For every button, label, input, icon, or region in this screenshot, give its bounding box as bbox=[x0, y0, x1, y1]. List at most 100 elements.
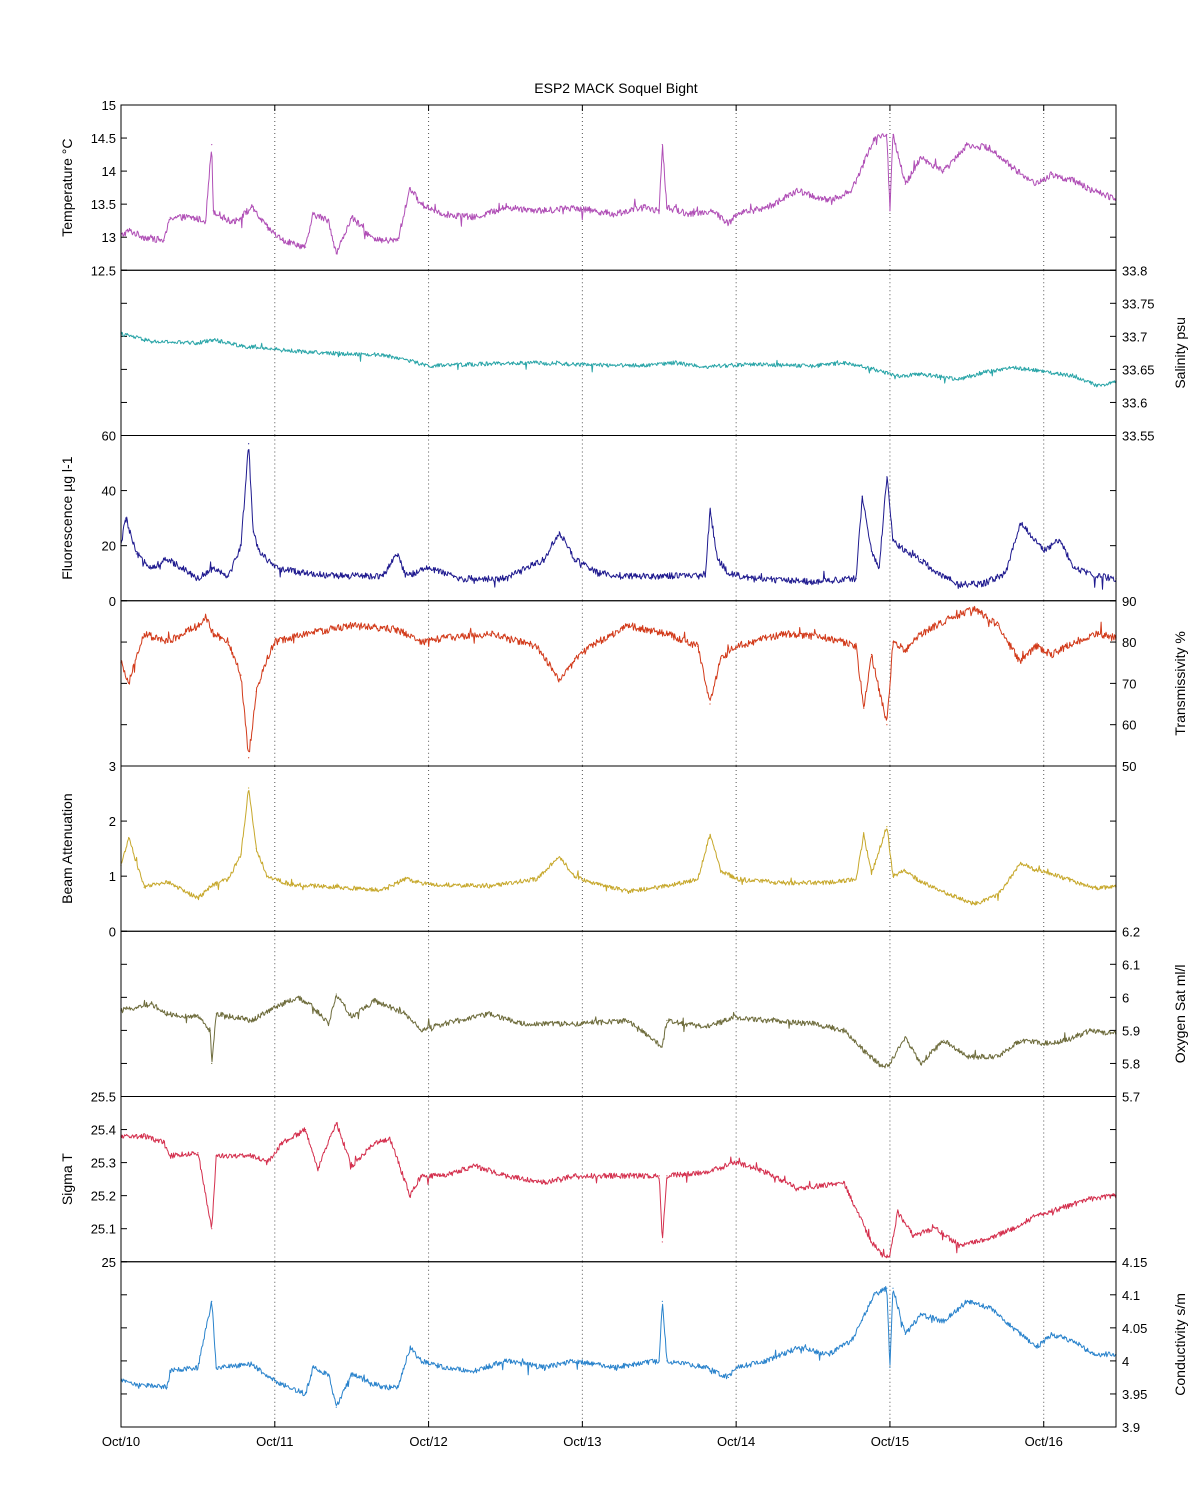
data-point bbox=[409, 1195, 411, 1197]
y-tick-label: 4.15 bbox=[1122, 1255, 1147, 1270]
data-point bbox=[612, 213, 614, 215]
data-point bbox=[381, 575, 384, 577]
data-point bbox=[1043, 550, 1045, 552]
data-point bbox=[674, 362, 676, 364]
data-point bbox=[861, 495, 863, 497]
data-point bbox=[351, 1165, 353, 1167]
data-point bbox=[966, 144, 968, 146]
data-point bbox=[151, 341, 153, 343]
data-point bbox=[312, 213, 314, 215]
panel-frame bbox=[120, 930, 1117, 1097]
data-point bbox=[289, 883, 291, 886]
data-point bbox=[996, 894, 999, 897]
y-tick-label: 14 bbox=[102, 164, 116, 179]
data-point bbox=[870, 1241, 873, 1243]
data-point bbox=[1089, 1029, 1091, 1031]
data-point bbox=[712, 210, 714, 212]
data-point bbox=[312, 1366, 314, 1369]
data-point bbox=[558, 856, 560, 858]
data-point bbox=[658, 1360, 660, 1362]
data-point bbox=[1089, 1198, 1091, 1200]
data-point bbox=[266, 657, 268, 660]
data-point bbox=[935, 572, 937, 574]
data-point bbox=[404, 1013, 407, 1015]
x-tick-label: Oct/13 bbox=[563, 1434, 601, 1449]
data-point bbox=[574, 1360, 576, 1362]
y-tick-label: 20 bbox=[102, 539, 116, 554]
data-point bbox=[274, 641, 276, 643]
data-point bbox=[266, 875, 268, 877]
data-point bbox=[151, 567, 153, 569]
data-point bbox=[304, 633, 307, 635]
data-point bbox=[904, 649, 906, 651]
data-point bbox=[735, 1162, 737, 1164]
y-tick-label: 6.2 bbox=[1122, 924, 1140, 939]
data-point bbox=[897, 1211, 899, 1213]
data-point bbox=[163, 239, 165, 242]
data-point bbox=[489, 885, 491, 887]
data-point bbox=[717, 558, 719, 561]
data-point bbox=[658, 1175, 660, 1177]
data-point bbox=[766, 1171, 768, 1174]
data-point bbox=[1020, 523, 1022, 525]
data-point bbox=[489, 633, 491, 635]
data-point bbox=[766, 1360, 768, 1362]
data-point bbox=[1050, 872, 1053, 875]
data-point bbox=[427, 883, 430, 886]
data-point bbox=[850, 190, 853, 192]
data-point bbox=[886, 476, 888, 478]
data-point bbox=[397, 1386, 399, 1388]
data-point bbox=[597, 641, 599, 643]
data-point bbox=[304, 1128, 307, 1131]
data-point bbox=[597, 572, 599, 574]
series-oxygen bbox=[120, 994, 1117, 1069]
data-point bbox=[169, 1370, 171, 1372]
series-salinity bbox=[120, 331, 1117, 388]
data-point bbox=[281, 1142, 284, 1144]
data-point bbox=[204, 220, 207, 222]
data-point bbox=[274, 567, 276, 569]
y-tick-label: 3.9 bbox=[1122, 1420, 1140, 1435]
y-tick-label: 5.9 bbox=[1122, 1023, 1140, 1038]
y-tick-label: 60 bbox=[1122, 718, 1136, 733]
data-point bbox=[643, 206, 645, 209]
data-point bbox=[935, 1228, 937, 1230]
data-point bbox=[197, 342, 199, 344]
data-point bbox=[878, 567, 880, 569]
data-point bbox=[1073, 881, 1076, 883]
x-axis: Oct/10 Oct/11 Oct/12 Oct/13 Oct/14 Oct/15 Oct/… bbox=[102, 105, 1063, 1449]
data-point bbox=[904, 870, 906, 872]
data-point bbox=[235, 220, 237, 222]
data-point bbox=[866, 1052, 868, 1055]
y-tick-label: 60 bbox=[102, 429, 116, 444]
data-point bbox=[989, 1238, 991, 1240]
data-point bbox=[627, 890, 630, 893]
data-point bbox=[727, 572, 730, 574]
data-point bbox=[335, 993, 337, 995]
data-point bbox=[189, 216, 191, 218]
data-point bbox=[1020, 662, 1022, 664]
data-point bbox=[1073, 180, 1076, 182]
data-point bbox=[304, 572, 307, 574]
data-point bbox=[709, 509, 711, 511]
data-point bbox=[1073, 641, 1076, 643]
data-point bbox=[881, 1066, 883, 1068]
data-point bbox=[812, 1023, 814, 1025]
series-sigma bbox=[120, 1121, 1117, 1259]
data-point bbox=[166, 1013, 168, 1015]
y-tick-label: 70 bbox=[1122, 676, 1136, 691]
data-point bbox=[855, 578, 857, 580]
data-point bbox=[1096, 385, 1099, 387]
data-point bbox=[397, 629, 399, 631]
y-tick-label: 13 bbox=[102, 230, 116, 245]
data-point bbox=[873, 368, 876, 370]
data-point bbox=[135, 553, 137, 555]
data-point bbox=[335, 575, 337, 577]
data-point bbox=[240, 853, 242, 855]
data-point bbox=[520, 1023, 522, 1025]
data-point bbox=[420, 1360, 422, 1362]
data-point bbox=[255, 848, 257, 850]
data-point bbox=[920, 1062, 922, 1065]
data-point bbox=[727, 223, 730, 225]
